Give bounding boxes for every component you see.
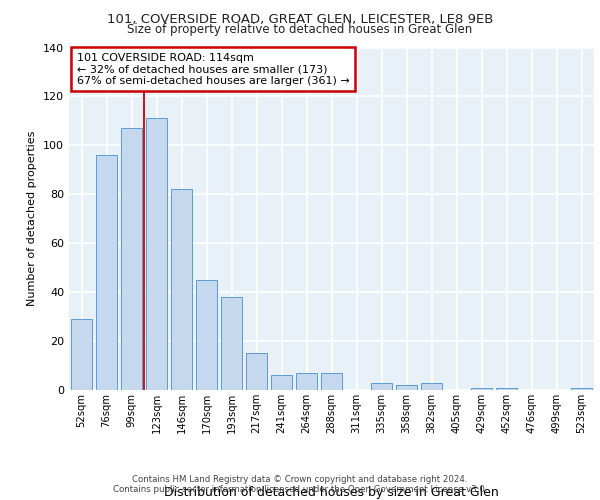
Bar [471, 388, 492, 390]
Bar [246, 354, 267, 390]
Bar [71, 319, 92, 390]
Bar [196, 280, 217, 390]
Bar [496, 388, 517, 390]
Text: Contains HM Land Registry data © Crown copyright and database right 2024.
Contai: Contains HM Land Registry data © Crown c… [113, 474, 487, 494]
X-axis label: Distribution of detached houses by size in Great Glen: Distribution of detached houses by size … [164, 486, 499, 499]
Bar [221, 297, 242, 390]
Bar [371, 382, 392, 390]
Text: 101 COVERSIDE ROAD: 114sqm
← 32% of detached houses are smaller (173)
67% of sem: 101 COVERSIDE ROAD: 114sqm ← 32% of deta… [77, 52, 350, 86]
Bar [121, 128, 142, 390]
Bar [296, 373, 317, 390]
Bar [146, 118, 167, 390]
Bar [571, 388, 592, 390]
Bar [271, 376, 292, 390]
Y-axis label: Number of detached properties: Number of detached properties [28, 131, 37, 306]
Bar [421, 382, 442, 390]
Bar [321, 373, 342, 390]
Text: 101, COVERSIDE ROAD, GREAT GLEN, LEICESTER, LE8 9EB: 101, COVERSIDE ROAD, GREAT GLEN, LEICEST… [107, 12, 493, 26]
Bar [171, 190, 192, 390]
Text: Size of property relative to detached houses in Great Glen: Size of property relative to detached ho… [127, 22, 473, 36]
Bar [396, 385, 417, 390]
Bar [96, 155, 117, 390]
